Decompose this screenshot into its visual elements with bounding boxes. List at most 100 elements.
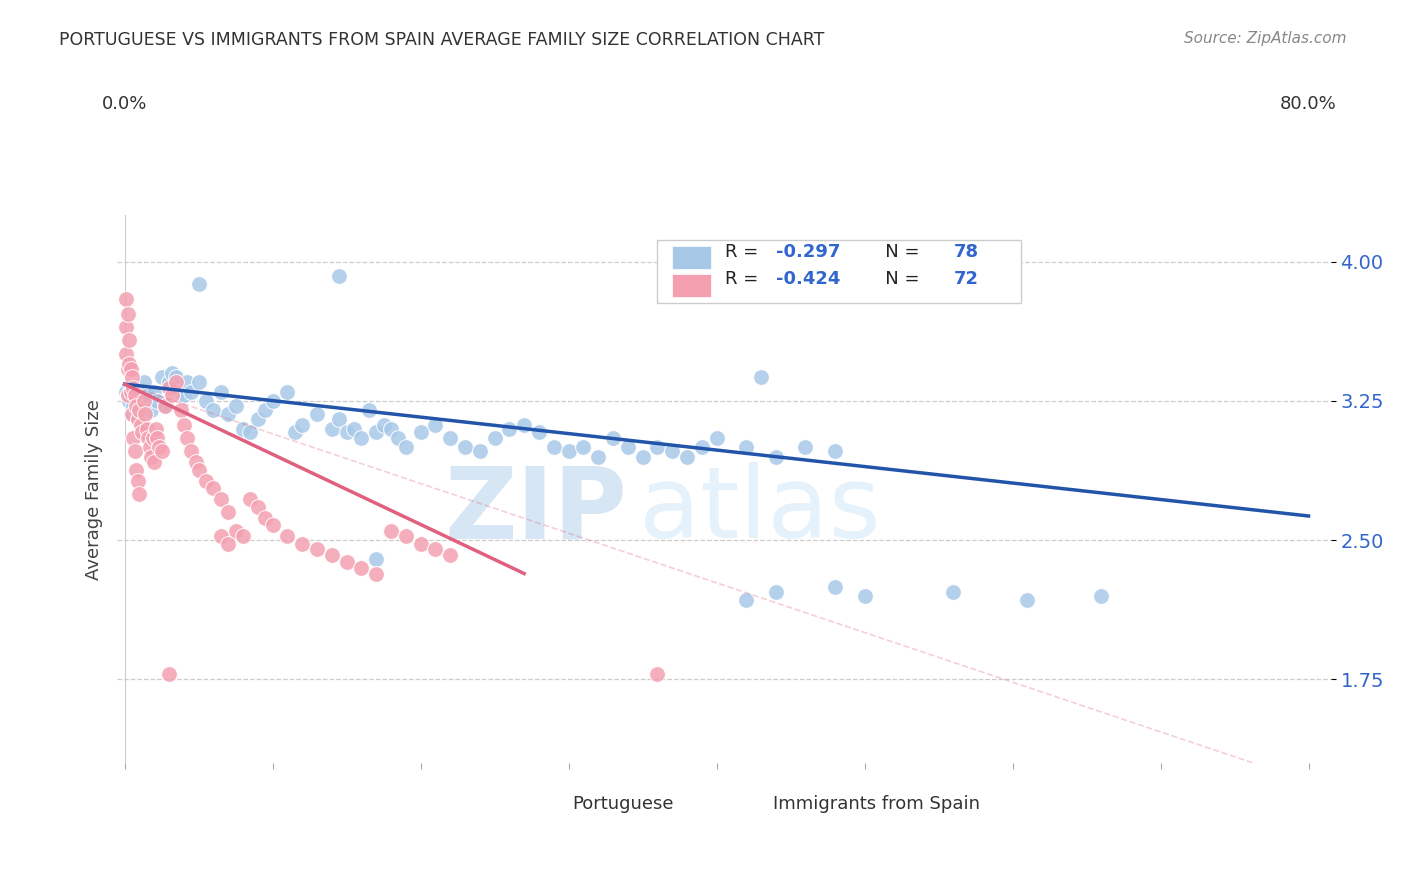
Text: Source: ZipAtlas.com: Source: ZipAtlas.com xyxy=(1184,31,1347,46)
Point xyxy=(165,376,187,390)
Point xyxy=(232,529,254,543)
Point xyxy=(117,388,139,402)
Text: N =: N = xyxy=(869,243,925,260)
Point xyxy=(387,431,409,445)
Text: R =: R = xyxy=(725,270,765,288)
Point xyxy=(1090,589,1112,603)
Point xyxy=(184,455,207,469)
Point xyxy=(366,566,388,581)
Point xyxy=(602,431,624,445)
Point xyxy=(173,417,195,432)
FancyBboxPatch shape xyxy=(536,797,562,813)
Point xyxy=(232,422,254,436)
Point xyxy=(141,403,163,417)
Text: ZIP: ZIP xyxy=(444,462,627,559)
Point xyxy=(150,444,173,458)
Point xyxy=(454,440,477,454)
Point xyxy=(121,407,143,421)
Point xyxy=(173,388,195,402)
Text: R =: R = xyxy=(725,243,765,260)
Point xyxy=(120,362,142,376)
Point xyxy=(176,431,198,445)
Point xyxy=(380,524,402,538)
Point xyxy=(209,492,232,507)
Point xyxy=(350,561,373,575)
Point xyxy=(409,537,432,551)
Point xyxy=(122,381,145,395)
Point xyxy=(321,548,343,562)
Point xyxy=(141,450,163,464)
Point xyxy=(246,412,269,426)
Point xyxy=(131,407,153,421)
Text: 0.0%: 0.0% xyxy=(101,95,148,112)
Point xyxy=(765,585,787,599)
Point xyxy=(749,369,772,384)
Point xyxy=(143,384,166,399)
Text: PORTUGUESE VS IMMIGRANTS FROM SPAIN AVERAGE FAMILY SIZE CORRELATION CHART: PORTUGUESE VS IMMIGRANTS FROM SPAIN AVER… xyxy=(59,31,824,49)
Point xyxy=(131,425,153,440)
Point xyxy=(129,393,152,408)
Point xyxy=(117,388,139,402)
Point xyxy=(276,384,298,399)
Point xyxy=(1357,288,1379,302)
Text: Immigrants from Spain: Immigrants from Spain xyxy=(772,795,980,813)
Point xyxy=(209,529,232,543)
Point xyxy=(661,444,683,458)
Point xyxy=(139,440,162,454)
Point xyxy=(217,505,239,519)
Point xyxy=(262,518,284,533)
Point xyxy=(135,400,157,414)
Point xyxy=(328,269,350,284)
Point xyxy=(853,589,876,603)
Point xyxy=(647,666,669,681)
Point xyxy=(195,393,218,408)
Point xyxy=(690,440,713,454)
Point xyxy=(343,422,366,436)
Point xyxy=(291,417,314,432)
Point xyxy=(187,277,209,291)
Point xyxy=(262,393,284,408)
Point xyxy=(148,440,170,454)
Point xyxy=(150,369,173,384)
Point xyxy=(395,529,418,543)
Point xyxy=(202,481,225,495)
Point xyxy=(127,412,149,426)
Point xyxy=(165,369,187,384)
Point xyxy=(132,393,155,408)
Point xyxy=(120,384,142,399)
Point xyxy=(468,444,491,458)
Point xyxy=(217,407,239,421)
Point xyxy=(146,431,169,445)
Point xyxy=(132,376,155,390)
Point xyxy=(125,403,148,417)
Text: 72: 72 xyxy=(953,270,979,288)
Y-axis label: Average Family Size: Average Family Size xyxy=(86,399,103,580)
FancyBboxPatch shape xyxy=(672,274,710,297)
Point xyxy=(942,585,965,599)
Point xyxy=(135,422,157,436)
Point xyxy=(425,542,447,557)
Text: 78: 78 xyxy=(953,243,979,260)
Point xyxy=(122,400,145,414)
Point xyxy=(305,407,328,421)
Point xyxy=(706,431,728,445)
Point xyxy=(794,440,817,454)
Point xyxy=(336,556,359,570)
Point xyxy=(225,524,247,538)
Point xyxy=(543,440,565,454)
Point xyxy=(291,537,314,551)
Point xyxy=(118,333,141,347)
Point xyxy=(527,425,550,440)
Point xyxy=(513,417,536,432)
Point xyxy=(484,431,506,445)
Point xyxy=(195,474,218,488)
Text: 80.0%: 80.0% xyxy=(1281,95,1337,112)
Point xyxy=(121,407,143,421)
Point xyxy=(157,381,180,395)
Point xyxy=(170,403,193,417)
Point xyxy=(425,417,447,432)
Point xyxy=(115,319,138,334)
Point xyxy=(120,381,142,395)
Point xyxy=(160,366,183,380)
Point xyxy=(225,400,247,414)
